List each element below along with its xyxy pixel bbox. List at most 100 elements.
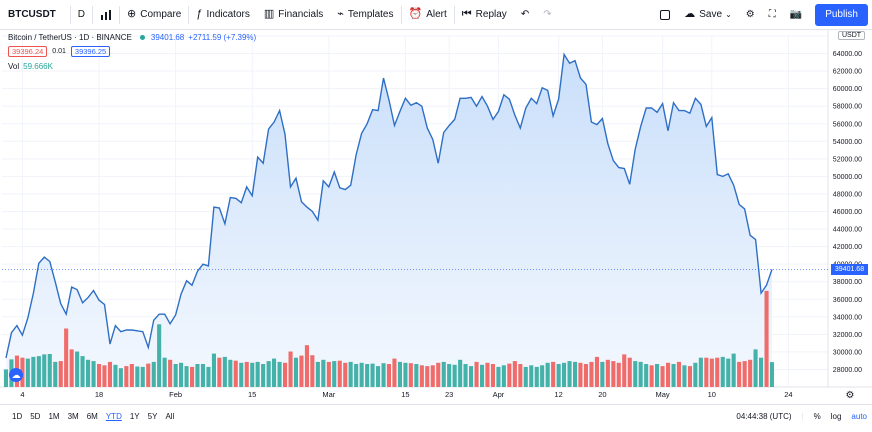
chart-type-button[interactable] <box>93 0 119 30</box>
volume-bar <box>737 361 742 387</box>
volume-bar <box>523 366 528 387</box>
volume-bar <box>644 364 649 387</box>
volume-bar <box>567 361 572 387</box>
volume-bar <box>25 358 30 387</box>
volume-bar <box>622 354 627 387</box>
price-axis[interactable]: 28000.00 30000.00 32000.00 34000.00 36000.00… <box>833 51 862 374</box>
range-1m[interactable]: 1M <box>48 411 60 421</box>
volume-bar <box>343 362 348 387</box>
layout-button[interactable] <box>653 0 677 30</box>
volume-bar <box>534 366 539 387</box>
range-5d[interactable]: 5D <box>30 411 41 421</box>
time-axis[interactable]: 4 18 Feb 15 Mar 15 23 Apr 12 20 May 10 24 ⚙ <box>20 390 854 401</box>
alert-button[interactable]: ⏰ Alert <box>402 0 454 30</box>
auto-toggle[interactable]: auto <box>851 411 867 421</box>
time-tick-label: 10 <box>708 390 716 399</box>
save-label: Save <box>699 9 723 20</box>
volume-bar <box>91 361 96 387</box>
indicators-icon: ƒ <box>196 8 203 20</box>
interval-button[interactable]: D <box>77 9 86 20</box>
volume-settings-button[interactable]: ☁ <box>9 368 23 382</box>
save-button[interactable]: ☁ Save ⌄ <box>677 0 739 30</box>
volume-bar <box>556 364 561 387</box>
range-all[interactable]: All <box>165 411 175 421</box>
price-chart[interactable]: 28000.00 30000.00 32000.00 34000.00 36000.00… <box>0 30 872 404</box>
price-tick-label: 58000.00 <box>833 104 862 111</box>
volume-bar <box>195 364 200 387</box>
camera-icon: 📷 <box>789 9 803 20</box>
volume-bar <box>666 362 671 387</box>
price-tick-label: 28000.00 <box>833 367 862 374</box>
redo-button[interactable]: ↷ <box>536 0 558 30</box>
symbol-search-button[interactable]: BTCUSDT <box>8 9 56 20</box>
volume-bar <box>764 290 769 387</box>
volume-bar <box>731 353 736 387</box>
volume-bar <box>545 362 550 387</box>
volume-bar <box>228 359 233 387</box>
legend-main-row: Bitcoin / TetherUS · 1D · BINANCE 39401.… <box>8 31 256 43</box>
volume-bar <box>140 366 145 387</box>
undo-button[interactable]: ↶ <box>514 0 536 30</box>
publish-button[interactable]: Publish <box>815 3 868 26</box>
financials-label: Financials <box>278 9 324 20</box>
volume-bar <box>715 357 720 387</box>
settings-button[interactable]: ⚙ <box>739 0 762 30</box>
range-5y[interactable]: 5Y <box>147 411 158 421</box>
buy-button[interactable]: 39396.25 <box>70 45 111 57</box>
toolbar-divider <box>453 5 455 24</box>
snapshot-button[interactable]: 📷 <box>783 0 809 30</box>
volume-bar <box>261 364 266 387</box>
volume-bar <box>441 361 446 387</box>
range-6m[interactable]: 6M <box>86 411 98 421</box>
volume-bar <box>726 358 731 387</box>
volume-bar <box>299 355 304 387</box>
range-ytd[interactable]: YTD <box>105 411 122 421</box>
volume-bar <box>649 365 654 387</box>
templates-icon: ⌁ <box>337 8 344 20</box>
clock[interactable]: 04:44:38 (UTC) <box>736 411 792 421</box>
chart-legend: Bitcoin / TetherUS · 1D · BINANCE 39401.… <box>8 31 256 72</box>
volume-bar <box>370 363 375 387</box>
volume-bar <box>162 357 167 387</box>
fullscreen-button[interactable]: ⛶ <box>762 0 783 30</box>
legend-volume-row: Vol 59.666K <box>8 60 256 72</box>
volume-bar <box>562 362 567 387</box>
percent-toggle[interactable]: % <box>813 411 821 421</box>
volume-bar <box>255 361 260 387</box>
volume-bar <box>698 357 703 387</box>
bottom-toolbar: 1D 5D 1M 3M 6M YTD 1Y 5Y All 04:44:38 (UTC) | % … <box>0 404 872 427</box>
volume-bar <box>463 364 468 387</box>
volume-bar <box>551 361 556 387</box>
financials-button[interactable]: ▥ Financials <box>257 0 330 30</box>
currency-tag[interactable]: USDT <box>838 31 866 40</box>
time-tick-label: Apr <box>493 390 505 399</box>
range-1d[interactable]: 1D <box>12 411 23 421</box>
range-3m[interactable]: 3M <box>67 411 79 421</box>
volume-bar <box>397 361 402 387</box>
templates-button[interactable]: ⌁ Templates <box>330 0 400 30</box>
compare-button[interactable]: ⊕ Compare <box>120 0 188 30</box>
axis-settings-gear-icon[interactable]: ⚙ <box>846 390 855 401</box>
indicators-button[interactable]: ƒ Indicators <box>189 0 256 30</box>
replay-label: Replay <box>475 9 507 20</box>
volume-bar <box>633 361 638 387</box>
symbol-title[interactable]: Bitcoin / TetherUS · 1D · BINANCE <box>8 32 132 42</box>
plus-circle-icon: ⊕ <box>127 8 137 20</box>
log-toggle[interactable]: log <box>830 411 842 421</box>
volume-bar <box>326 361 331 387</box>
bottom-right-controls: 04:44:38 (UTC) | % log auto <box>731 412 872 421</box>
fullscreen-icon: ⛶ <box>768 9 776 20</box>
replay-button[interactable]: ⏮ Replay <box>455 0 514 30</box>
cloud-icon: ☁ <box>12 370 21 380</box>
range-1y[interactable]: 1Y <box>129 411 140 421</box>
volume-bar <box>250 362 255 387</box>
redo-icon: ↷ <box>543 9 552 20</box>
volume-bar <box>430 365 435 387</box>
price-tick-label: 38000.00 <box>833 279 862 286</box>
volume-bar <box>337 360 342 387</box>
volume-bar <box>529 365 534 387</box>
volume-bar <box>419 365 424 387</box>
sell-button[interactable]: 39396.24 <box>8 45 48 57</box>
last-price-tag: 39401.68 <box>831 263 868 275</box>
volume-bar <box>151 361 156 387</box>
